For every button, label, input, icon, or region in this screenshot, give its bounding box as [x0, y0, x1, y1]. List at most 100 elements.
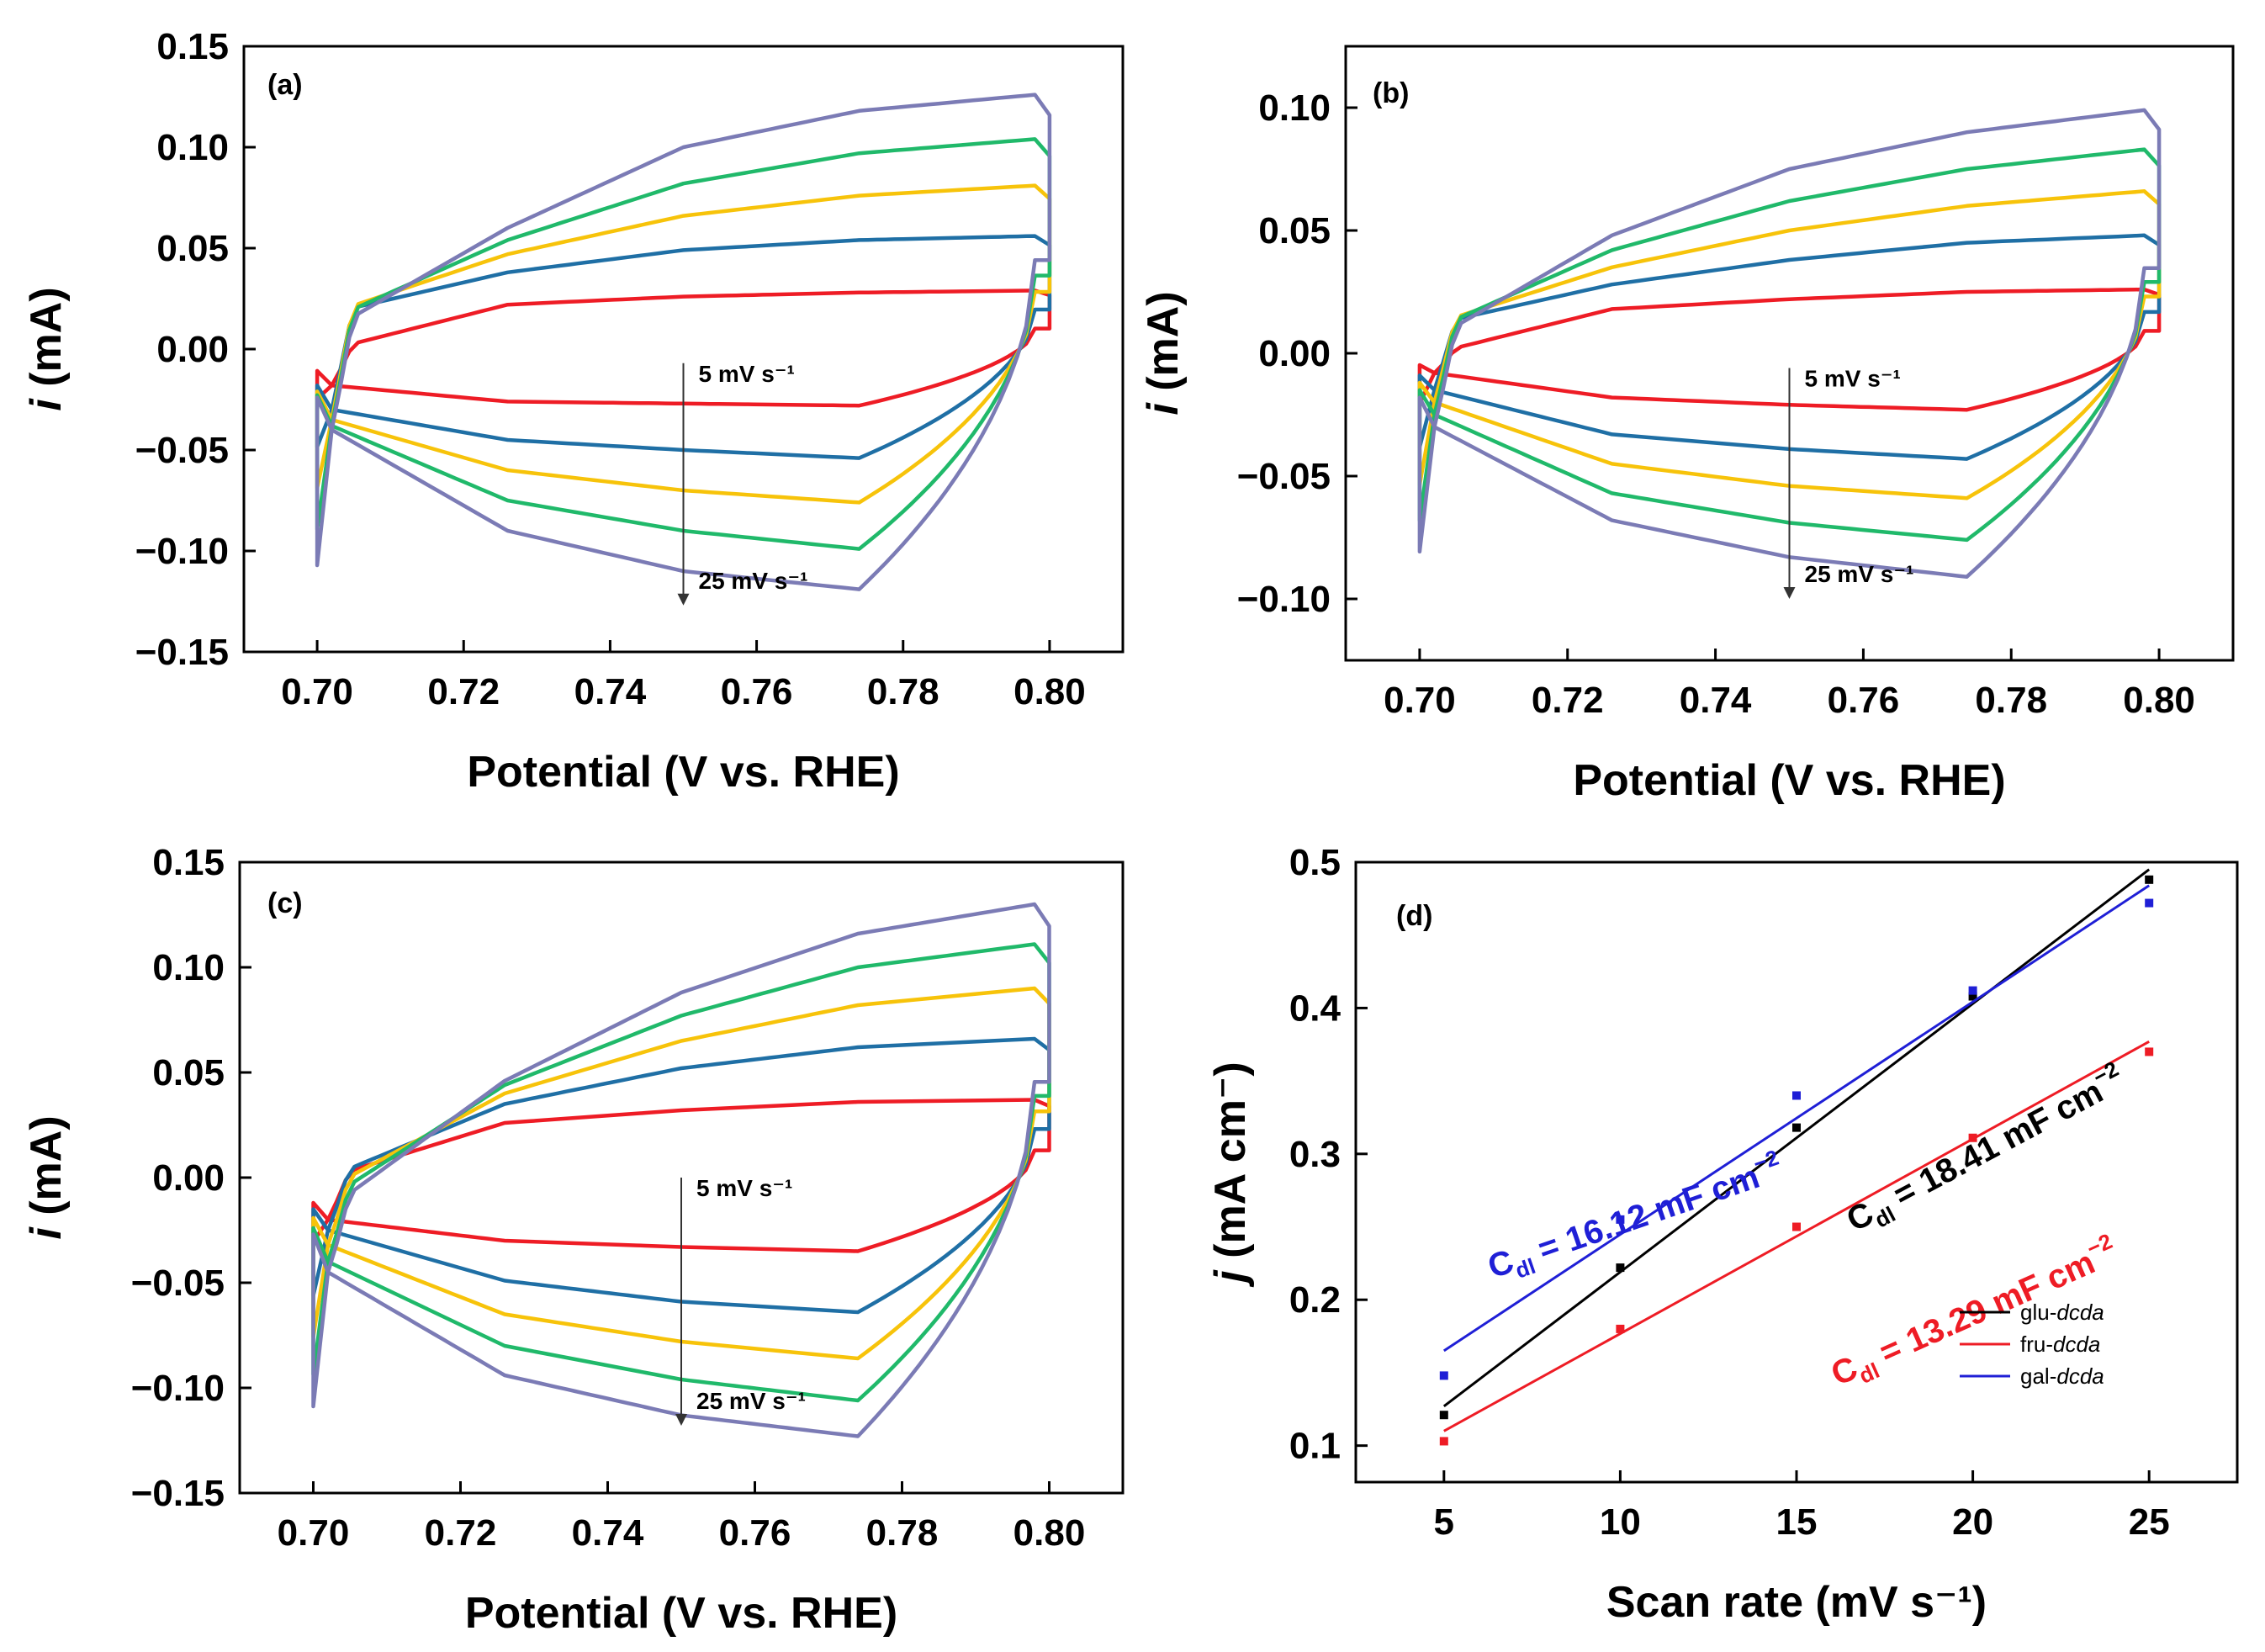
- scan-rate-arrowhead: [675, 1414, 687, 1426]
- fit-line-gal: [1442, 884, 2151, 1353]
- cv-curve-3: [1417, 189, 2162, 500]
- data-point-fru: [1968, 1133, 1977, 1142]
- y-axis-title-symbol: j: [1206, 1269, 1255, 1288]
- y-tick-label: −0.05: [135, 430, 229, 471]
- y-tick-label: −0.15: [131, 1473, 225, 1514]
- x-tick-label: 25: [2129, 1501, 2170, 1543]
- data-point-glu: [1968, 992, 1977, 1001]
- x-tick-label: 20: [1952, 1501, 1993, 1543]
- y-tick-label: −0.15: [135, 632, 229, 673]
- x-tick-label: 0.74: [1680, 680, 1752, 721]
- panel-label: (b): [1373, 77, 1409, 109]
- cv-curve-1: [311, 1098, 1051, 1253]
- x-tick-label: 0.70: [278, 1512, 350, 1554]
- legend-label-italic: dcda: [2056, 1363, 2104, 1389]
- legend-label-fru: fru-dcda: [2020, 1332, 2100, 1357]
- annotation-5-mvs: 5 mV s⁻¹: [1805, 366, 1901, 392]
- cv-curve-1: [1417, 287, 2162, 412]
- data-point-gal: [1439, 1371, 1448, 1380]
- cv-curve-2: [311, 1036, 1051, 1315]
- y-axis-title: i (mA): [22, 1115, 71, 1239]
- legend-label-prefix: glu-: [2020, 1300, 2056, 1325]
- panel-b: 0.70 0.72 0.74 0.76 0.78 0.80 0.10 0.05 0.00 −0.0…: [1139, 45, 2235, 805]
- panel-label: (c): [267, 887, 303, 919]
- y-axis-title: i (mA): [22, 287, 71, 410]
- cv-curve-4: [1417, 147, 2162, 543]
- y-tick-label: 0.10: [156, 127, 229, 168]
- y-axis-title-units: (mA): [22, 1115, 71, 1227]
- cv-curve-1: [315, 289, 1052, 408]
- data-point-gal: [1616, 1215, 1625, 1224]
- cv-curve-2: [315, 234, 1052, 460]
- y-tick-label: 0.00: [156, 329, 229, 370]
- annotation-5-mvs: 5 mV s⁻¹: [696, 1175, 792, 1201]
- y-axis-title-symbol: i: [22, 1226, 71, 1240]
- legend-label-italic: dcda: [2056, 1300, 2104, 1325]
- x-tick-label: 10: [1600, 1501, 1641, 1543]
- data-point-glu: [2145, 875, 2154, 884]
- x-axis-title: Scan rate (mV s⁻¹): [1606, 1578, 1987, 1627]
- y-axis-title-units: (mA): [1139, 291, 1188, 403]
- cv-curve-4: [315, 137, 1052, 551]
- y-axis-title-symbol: i: [22, 398, 71, 411]
- y-tick-label: −0.05: [131, 1263, 225, 1304]
- y-axis-title: i (mA): [1139, 291, 1188, 415]
- fit-line-glu: [1442, 868, 2151, 1408]
- cv-curve-3: [311, 986, 1051, 1361]
- panel-a: 0.70 0.72 0.74 0.76 0.78 0.80 0.15 0.10 0.05 0.00…: [22, 26, 1125, 797]
- x-tick-label: 0.76: [1828, 680, 1900, 721]
- y-axis-title-units: (mA cm⁻): [1206, 1062, 1255, 1270]
- legend-label-glu: glu-dcda: [2020, 1300, 2104, 1325]
- x-axis-title: Potential (V vs. RHE): [465, 1589, 897, 1638]
- x-tick-label: 0.72: [427, 671, 500, 712]
- y-tick-label: 0.15: [156, 26, 229, 67]
- cv-curve-5: [1417, 108, 2162, 579]
- scan-rate-arrowhead: [677, 593, 690, 606]
- data-point-fru: [1439, 1437, 1448, 1446]
- x-tick-label: 0.80: [1013, 1512, 1086, 1554]
- x-tick-label: 0.72: [425, 1512, 497, 1554]
- y-tick-label: 0.10: [1258, 87, 1331, 129]
- y-tick-label: 0.1: [1289, 1426, 1341, 1467]
- x-tick-label: 0.80: [2123, 680, 2195, 721]
- y-tick-label: 0.05: [152, 1052, 225, 1093]
- annotation-25-mvs: 25 mV s⁻¹: [699, 568, 808, 594]
- cv-curve-5: [315, 93, 1052, 591]
- cv-curve-5: [311, 902, 1051, 1438]
- y-tick-label: −0.10: [135, 531, 229, 572]
- x-tick-label: 0.70: [281, 671, 353, 712]
- x-axis-title: Potential (V vs. RHE): [467, 748, 899, 797]
- x-tick-label: 0.72: [1532, 680, 1604, 721]
- x-tick-label: 0.76: [721, 671, 793, 712]
- legend-label-italic: dcda: [2053, 1332, 2100, 1357]
- annotation-25-mvs: 25 mV s⁻¹: [696, 1388, 806, 1414]
- x-tick-label: 0.78: [866, 1512, 939, 1554]
- y-tick-label: 0.3: [1289, 1134, 1341, 1175]
- y-tick-label: 0.15: [152, 842, 225, 883]
- y-tick-label: 0.00: [152, 1157, 225, 1199]
- annotation-25-mvs: 25 mV s⁻¹: [1805, 561, 1914, 587]
- y-tick-label: 0.5: [1289, 842, 1341, 883]
- y-tick-label: 0.05: [156, 228, 229, 269]
- y-axis-title: j (mA cm⁻): [1206, 1062, 1255, 1287]
- y-tick-label: −0.05: [1237, 456, 1331, 497]
- annotation-5-mvs: 5 mV s⁻¹: [699, 361, 795, 387]
- y-tick-label: −0.10: [1237, 579, 1331, 620]
- x-tick-label: 0.70: [1384, 680, 1456, 721]
- x-axis-title: Potential (V vs. RHE): [1573, 756, 2005, 805]
- y-tick-label: 0.05: [1258, 210, 1331, 252]
- cv-curve-3: [315, 183, 1052, 505]
- data-point-gal: [1792, 1091, 1801, 1100]
- cv-curve-2: [1417, 233, 2162, 461]
- panel-label: (a): [267, 69, 303, 101]
- y-tick-label: 0.00: [1258, 333, 1331, 374]
- x-tick-label: 0.74: [572, 1512, 644, 1554]
- y-axis-title-units: (mA): [22, 287, 71, 399]
- data-point-fru: [2145, 1047, 2154, 1056]
- data-point-glu: [1439, 1411, 1448, 1420]
- scan-rate-arrowhead: [1783, 587, 1796, 599]
- legend-label-gal: gal-dcda: [2020, 1363, 2104, 1389]
- data-point-glu: [1616, 1263, 1625, 1273]
